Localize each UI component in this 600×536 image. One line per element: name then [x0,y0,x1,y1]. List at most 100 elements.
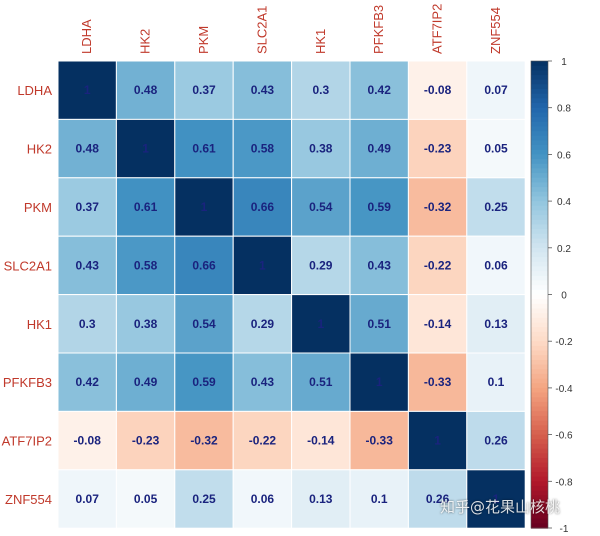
heatmap-cell-ATF7IP2-ZNF554 [466,410,526,471]
cell-value-ZNF554-PFKFB3: 0.1 [371,492,388,506]
color-legend-segment [531,448,548,454]
color-legend-segment [531,453,548,459]
column-label-PFKFB3: PFKFB3 [371,5,386,54]
color-legend-segment [531,303,548,310]
color-legend-segment [531,420,548,426]
row-label-PKM: PKM [24,200,52,215]
color-legend-segment [531,191,548,198]
cell-value-PFKFB3-HK2: 0.49 [134,375,158,389]
color-legend-segment [531,266,548,272]
color-legend-tick-label: -0.6 [555,431,573,442]
row-labels: LDHA HK2 PKM SLC2A1 HK1 PFKFB3 ATF7IP2 ZNF554 [2,83,53,507]
heatmap-cell-HK2-ZNF554 [466,118,526,179]
color-legend-segment [531,364,548,370]
color-legend-segment [531,135,548,141]
cell-value-PKM-SLC2A1: 0.66 [251,200,275,214]
cell-value-ZNF554-ZNF554: 1 [493,492,500,506]
cell-value-ATF7IP2-SLC2A1: -0.22 [249,434,277,448]
heatmap-cell-ATF7IP2-HK2 [115,410,176,471]
color-legend-segment [531,219,548,226]
color-legend-segment [531,411,548,417]
color-legend-segment [531,523,548,529]
color-legend-segment [531,331,548,338]
color-legend-segment [531,112,548,118]
color-legend-segment [531,471,548,478]
cell-value-HK2-ZNF554: 0.05 [484,142,508,156]
color-legend-segment [531,61,548,67]
color-legend-segment [531,485,548,492]
cell-value-ZNF554-HK2: 0.05 [134,492,158,506]
column-label-LDHA: LDHA [79,19,94,54]
heatmap-cell-PKM-ZNF554 [466,177,526,237]
cell-value-PFKFB3-HK1: 0.51 [309,375,333,389]
color-legend-ticks: -1 -0.8 -0.6 -0.4 -0.2 0 0.2 0.4 0.6 0.8 1 [548,57,573,535]
color-legend-segment [531,369,548,375]
cell-value-HK2-HK1: 0.38 [309,142,333,156]
color-legend-segment [531,425,548,431]
row-label-ZNF554: ZNF554 [5,492,52,507]
color-legend-segment [531,336,548,342]
heatmap-cell-ATF7IP2-HK1 [291,410,351,471]
color-legend-tick-label: 0.2 [557,244,571,255]
heatmap-cell-SLC2A1-HK1 [291,235,351,296]
heatmap-cell-PKM-PFKFB3 [349,177,409,237]
color-legend-segment [531,285,548,291]
color-legend-segment [531,439,548,445]
color-legend-segment [531,243,548,249]
color-legend-segment [531,289,548,296]
heatmap-cell-ATF7IP2-PKM [174,410,234,471]
cell-value-ZNF554-PKM: 0.25 [192,492,216,506]
color-legend-segment [531,280,548,286]
cell-value-PFKFB3-PKM: 0.59 [192,375,216,389]
cell-value-PKM-LDHA: 0.37 [76,200,100,214]
cell-value-ZNF554-SLC2A1: 0.06 [251,492,275,506]
cell-value-LDHA-PFKFB3: 0.42 [368,83,392,97]
color-legend-segment [531,257,548,263]
color-legend-segment [531,233,548,240]
color-legend-tick-label: 1 [561,57,567,68]
cell-value-LDHA-SLC2A1: 0.43 [251,83,275,97]
color-legend-segment [531,373,548,380]
heatmap-cell-SLC2A1-SLC2A1 [232,235,293,296]
color-legend-segment [531,509,548,515]
color-legend-segment [531,490,548,496]
cell-value-HK1-PFKFB3: 0.51 [368,317,392,331]
color-legend-segment [531,79,548,85]
cell-value-HK2-SLC2A1: 0.58 [251,142,275,156]
cell-value-HK1-HK2: 0.38 [134,317,158,331]
color-legend-segment [531,341,548,347]
heatmap-cell-ZNF554-PKM [174,469,234,529]
cell-value-SLC2A1-SLC2A1: 1 [259,258,266,272]
heatmap-cell-PFKFB3-HK1 [291,352,351,412]
cell-value-SLC2A1-ATF7IP2: -0.22 [424,258,452,272]
color-legend-segment [531,443,548,450]
heatmap-cell-ATF7IP2-ATF7IP2 [407,410,468,471]
heatmap-cell-PFKFB3-PKM [174,352,234,412]
cell-value-LDHA-ZNF554: 0.07 [484,83,508,97]
heatmap-cell-ZNF554-LDHA [57,469,117,529]
watermark-text: 知乎@花果山核桃 [440,498,561,516]
row-label-PFKFB3: PFKFB3 [3,375,52,390]
color-legend-segment [531,387,548,394]
color-legend-segment [531,406,548,412]
heatmap-cell-HK2-HK2 [115,118,176,179]
cell-value-LDHA-HK1: 0.3 [312,83,329,97]
color-legend-segment [531,476,548,482]
color-legend-segment [531,481,548,487]
heatmap-cell-LDHA-PKM [174,60,234,120]
cell-value-PFKFB3-ATF7IP2: -0.33 [424,375,452,389]
color-legend-segment [531,401,548,408]
color-legend-segment [531,457,548,464]
color-legend-segment [531,145,548,151]
color-legend-segment [531,345,548,352]
color-legend-segment [531,187,548,193]
color-legend-tick-label: -0.2 [555,337,573,348]
color-legend-segment [531,499,548,506]
row-label-LDHA: LDHA [17,83,52,98]
cell-value-HK1-ZNF554: 0.13 [484,317,508,331]
color-legend-segment [531,495,548,501]
row-label-HK1: HK1 [27,317,52,332]
heatmap-cell-ZNF554-HK1 [291,469,351,529]
color-legend-segment [531,308,548,314]
heatmap-cell-ZNF554-SLC2A1 [232,469,293,529]
